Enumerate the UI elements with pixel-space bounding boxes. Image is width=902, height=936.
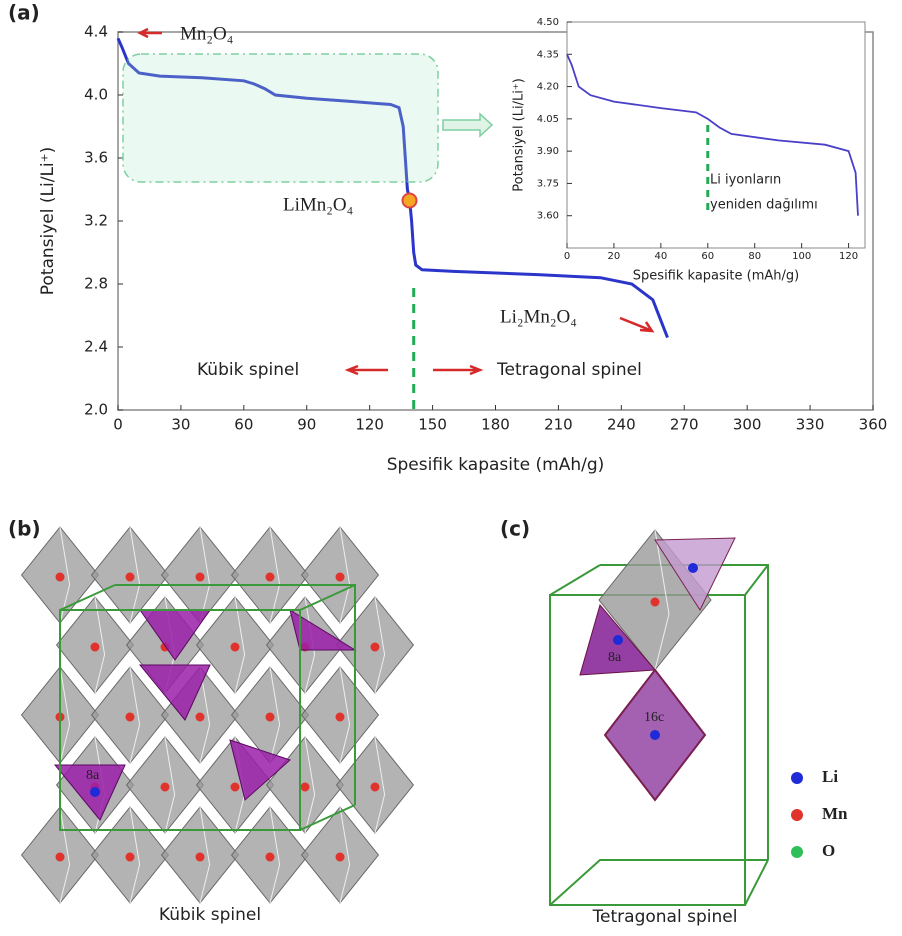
x-tick-label: 180 — [481, 416, 510, 434]
mn-atom — [266, 573, 275, 582]
mn-atom — [161, 783, 170, 792]
mn-atom — [196, 573, 205, 582]
annotation: yeniden dağılımı — [710, 198, 818, 213]
x-tick-label: 40 — [654, 251, 667, 262]
highlight-box — [123, 54, 438, 182]
y-tick-label: 3.60 — [537, 211, 559, 222]
annotation: Li₂Mn₂O₄ — [500, 306, 577, 327]
mn-atom — [336, 853, 345, 862]
legend-label: Mn — [822, 804, 848, 823]
annotation: Mn₂O₄ — [180, 23, 233, 44]
y-tick-label: 4.0 — [84, 86, 108, 104]
legend-dot — [791, 772, 803, 784]
x-axis-label: Spesifik kapasite (mAh/g) — [387, 455, 605, 475]
x-tick-label: 270 — [670, 416, 699, 434]
mn-atom — [91, 643, 100, 652]
li-atom — [613, 635, 623, 645]
li-atom — [90, 787, 100, 797]
li-atom — [650, 730, 660, 740]
point-label: LiMn₂O₄ — [283, 194, 353, 215]
mn-atom — [266, 713, 275, 722]
y-tick-label: 4.05 — [537, 114, 559, 125]
mn-atom — [126, 573, 135, 582]
x-tick-label: 90 — [297, 416, 316, 434]
highlight-point — [403, 194, 417, 208]
mn-atom — [336, 573, 345, 582]
x-axis-label: Spesifik kapasite (mAh/g) — [633, 269, 799, 284]
x-tick-label: 80 — [748, 251, 761, 262]
panel-label: (b) — [8, 517, 41, 541]
x-tick-label: 330 — [796, 416, 825, 434]
legend-dot — [791, 809, 803, 821]
mn-atom — [231, 643, 240, 652]
mn-atom — [126, 853, 135, 862]
mn-atom — [56, 573, 65, 582]
legend-label: O — [822, 841, 835, 860]
mn-atom — [371, 783, 380, 792]
mn-atom — [651, 598, 660, 607]
caption: Kübik spinel — [159, 905, 261, 925]
mn-atom — [266, 853, 275, 862]
y-axis-label: Potansiyel (Li/Li⁺) — [38, 147, 58, 295]
panel-label: (c) — [500, 517, 530, 541]
x-tick-label: 120 — [839, 251, 858, 262]
y-tick-label: 2.8 — [84, 275, 108, 293]
y-tick-label: 3.6 — [84, 149, 108, 167]
figure: 0 30 60 90 120 150 180 210 240 270 300 330 360 2.0 2.4… — [0, 0, 902, 936]
x-tick-label: 360 — [859, 416, 888, 434]
x-tick-label: 60 — [701, 251, 714, 262]
plot-frame — [567, 22, 865, 248]
x-tick-label: 240 — [607, 416, 636, 434]
y-tick-label: 4.50 — [537, 17, 559, 28]
site-label: 8a — [608, 650, 622, 665]
x-tick-label: 30 — [171, 416, 190, 434]
caption: Tetragonal spinel — [592, 907, 738, 927]
x-tick-label: 60 — [234, 416, 253, 434]
mn-atom — [196, 713, 205, 722]
y-tick-label: 2.4 — [84, 338, 108, 356]
x-tick-label: 0 — [564, 251, 570, 262]
y-tick-label: 4.35 — [537, 49, 559, 60]
legend-label: Li — [822, 767, 838, 786]
y-tick-label: 4.4 — [84, 23, 108, 41]
mn-atom — [301, 783, 310, 792]
annotation: Li iyonların — [710, 173, 781, 188]
annotation: Tetragonal spinel — [496, 360, 642, 380]
annotation: Kübik spinel — [197, 360, 299, 380]
panel-label: (a) — [8, 1, 40, 25]
y-tick-label: 3.2 — [84, 212, 108, 230]
mn-atom — [231, 783, 240, 792]
li-atom — [688, 563, 698, 573]
mn-atom — [126, 713, 135, 722]
x-tick-label: 0 — [113, 416, 123, 434]
mn-atom — [336, 713, 345, 722]
x-tick-label: 100 — [792, 251, 811, 262]
site-label: 8a — [86, 768, 100, 783]
y-tick-label: 3.75 — [537, 178, 559, 189]
site-label: 16c — [644, 710, 664, 725]
mn-atom — [371, 643, 380, 652]
x-tick-label: 300 — [733, 416, 762, 434]
x-tick-label: 20 — [608, 251, 621, 262]
x-tick-label: 210 — [544, 416, 573, 434]
x-tick-label: 150 — [418, 416, 447, 434]
legend-dot — [791, 846, 803, 858]
y-axis-label: Potansiyel (Li/Li⁺) — [512, 78, 527, 192]
y-tick-label: 2.0 — [84, 401, 108, 419]
y-tick-label: 4.20 — [537, 82, 559, 93]
y-tick-label: 3.90 — [537, 146, 559, 157]
mn-atom — [196, 853, 205, 862]
mn-atom — [56, 853, 65, 862]
x-tick-label: 120 — [355, 416, 384, 434]
